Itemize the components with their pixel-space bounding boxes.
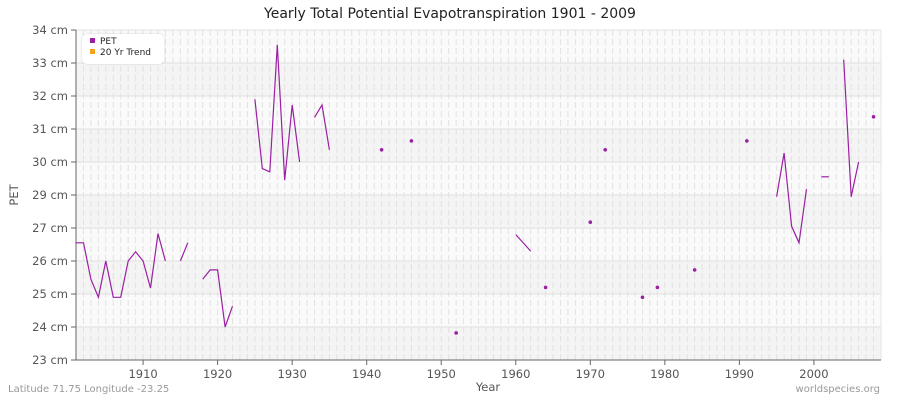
x-tick-label: 1990 <box>725 367 754 381</box>
axes: 23 cm 24 cm 25 cm 26 cm 27 cm 29 cm 30 cm 31 cm… <box>32 23 881 381</box>
data-point <box>655 285 660 290</box>
x-axis-title: Year <box>475 380 501 394</box>
x-tick-label: 1980 <box>650 367 679 381</box>
y-axis-title: PET <box>7 183 21 205</box>
y-tick-label: 23 cm <box>32 353 68 367</box>
data-line <box>76 233 166 300</box>
y-tick-label: 26 cm <box>32 254 68 268</box>
y-tick-label: 24 cm <box>32 320 68 334</box>
legend-swatch-pet <box>90 38 95 43</box>
y-tick-label: 25 cm <box>32 287 68 301</box>
data-line <box>179 242 189 262</box>
x-tick-label: 1930 <box>278 367 307 381</box>
x-tick-label: 2000 <box>799 367 828 381</box>
data-point <box>409 139 414 143</box>
x-tick-label: 1970 <box>576 367 605 381</box>
chart-title: Yearly Total Potential Evapotranspiratio… <box>264 6 636 22</box>
data-point <box>692 268 697 272</box>
data-point <box>454 331 458 335</box>
data-point <box>588 220 593 225</box>
data-point <box>543 285 548 290</box>
location-label: Latitude 71.75 Longitude -23.25 <box>8 384 170 395</box>
x-tick-label: 1960 <box>501 367 530 381</box>
y-tick-label: 34 cm <box>32 23 68 37</box>
data-point <box>379 147 384 152</box>
data-line <box>202 269 234 328</box>
y-tick-label: 29 cm <box>32 188 68 202</box>
legend-label-pet: PET <box>100 37 117 47</box>
data-line <box>313 103 330 150</box>
data-line <box>843 59 860 197</box>
data-point <box>640 295 645 300</box>
y-tick-label: 32 cm <box>32 89 68 103</box>
x-tick-label: 1920 <box>203 367 232 381</box>
data-line <box>254 44 301 181</box>
legend-item-trend: 20 Yr Trend <box>90 48 151 59</box>
legend-label-trend: 20 Yr Trend <box>100 48 152 58</box>
x-tick-label: 1910 <box>128 367 157 381</box>
legend: PET 20 Yr Trend <box>82 34 164 64</box>
y-tick-label: 31 cm <box>32 122 68 136</box>
pet-series <box>76 44 876 335</box>
source-link[interactable]: worldspecies.org <box>795 384 880 395</box>
data-point <box>745 139 749 143</box>
data-line <box>515 234 532 252</box>
y-tick-label: 33 cm <box>32 56 68 70</box>
legend-swatch-trend <box>90 49 95 54</box>
x-tick-label: 1940 <box>352 367 381 381</box>
data-point <box>871 114 876 119</box>
x-tick-label: 1950 <box>427 367 456 381</box>
y-tick-label: 27 cm <box>32 221 68 235</box>
data-point <box>603 147 608 152</box>
y-tick-label: 30 cm <box>32 155 68 169</box>
data-line <box>776 152 808 245</box>
legend-item-pet: PET <box>90 37 117 48</box>
